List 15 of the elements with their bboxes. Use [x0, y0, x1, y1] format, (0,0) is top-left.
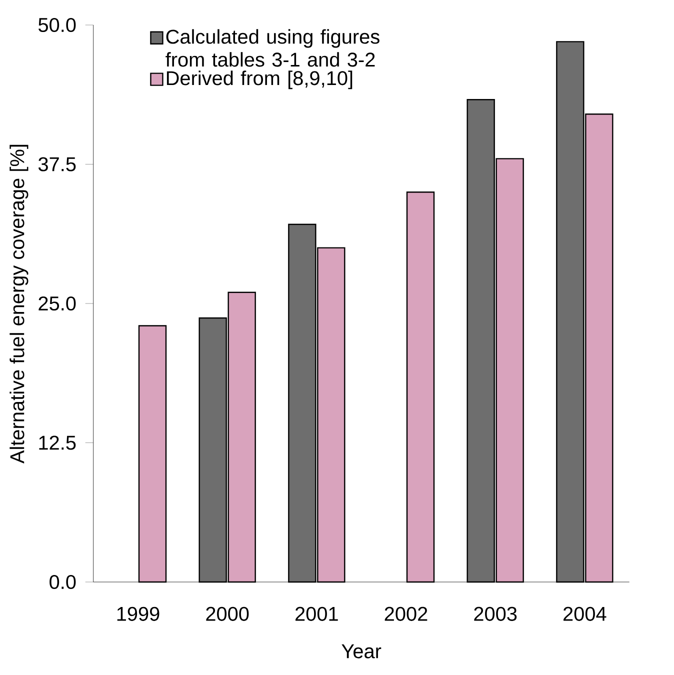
- x-tick-label: 2002: [384, 606, 428, 621]
- y-tick-label: 37.5: [38, 157, 76, 172]
- y-tick-label: 12.5: [39, 436, 76, 450]
- y-axis-title: Alternative fuel energy coverage [%]: [10, 144, 28, 464]
- x-tick-label: 2004: [564, 606, 606, 621]
- x-tick-label: 2001: [296, 606, 338, 621]
- x-tick-label: 2003: [474, 606, 517, 621]
- y-tick-label: 0.0: [50, 574, 76, 590]
- legend-label: Calculated using figures from tables 3-1 and 3-2: [166, 29, 380, 67]
- legend-label: Derived from [8,9,10]: [166, 70, 352, 90]
- y-tick-label: 25.0: [38, 296, 76, 311]
- x-axis-title: Year: [342, 644, 382, 658]
- x-tick-label: 2000: [206, 606, 249, 621]
- y-tick-label: 50.0: [38, 18, 76, 32]
- x-tick-label: 1999: [117, 606, 160, 621]
